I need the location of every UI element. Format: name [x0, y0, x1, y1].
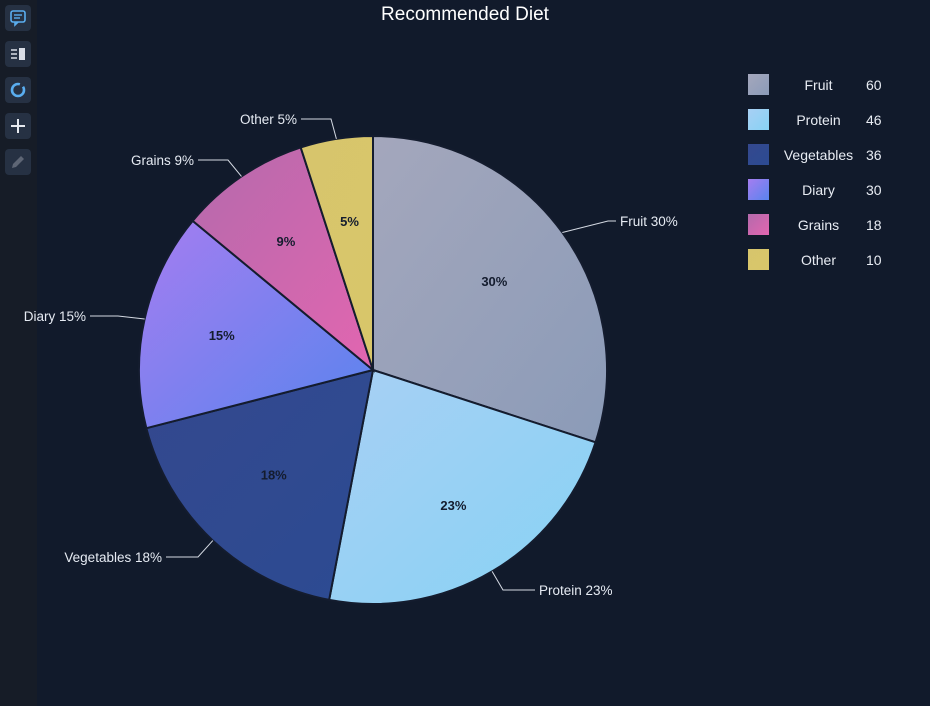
slice-percent-vegetables: 18%: [261, 468, 287, 483]
slice-percent-other: 5%: [340, 214, 359, 229]
legend-item-grains[interactable]: Grains 18: [748, 214, 908, 249]
pencil-icon: [12, 156, 24, 168]
chart-title: Recommended Diet: [381, 4, 549, 25]
pie-slice-diary[interactable]: [138, 219, 376, 430]
pie-slice-grains[interactable]: [191, 146, 376, 373]
leader-line-protein: [491, 571, 535, 591]
legend-item-diary[interactable]: Diary 30: [748, 179, 908, 214]
slice-percent-grains: 9%: [276, 234, 295, 249]
slice-label-diary: Diary 15%: [24, 309, 86, 324]
donut-tool-button[interactable]: [5, 77, 31, 103]
legend-item-other[interactable]: Other 10: [748, 249, 908, 284]
legend-label-protein: Protein: [796, 112, 841, 128]
pencil-tool-button[interactable]: [5, 149, 31, 175]
legend-swatch-diary: [748, 179, 769, 200]
leader-line-grains: [198, 159, 242, 177]
add-tool-button[interactable]: [5, 113, 31, 139]
legend-label-fruit: Fruit: [804, 77, 833, 93]
slice-percent-diary: 15%: [209, 328, 235, 343]
leader-line-fruit: [562, 220, 616, 233]
legend-swatch-vegetables: [748, 144, 769, 165]
slice-percent-protein: 23%: [440, 498, 466, 513]
list-icon: [11, 48, 25, 60]
legend-value-diary: 30: [866, 182, 882, 198]
legend-item-protein[interactable]: Protein 46: [748, 109, 908, 144]
slice-label-fruit: Fruit 30%: [620, 214, 678, 229]
slice-label-vegetables: Vegetables 18%: [64, 550, 162, 565]
leader-line-other: [301, 118, 337, 140]
plus-icon: [11, 119, 25, 133]
legend-value-protein: 46: [866, 112, 882, 128]
legend-label-diary: Diary: [802, 182, 835, 198]
slice-percent-fruit: 30%: [481, 274, 507, 289]
donut-icon: [10, 82, 26, 98]
legend-value-vegetables: 36: [866, 147, 882, 163]
slice-label-other: Other 5%: [240, 112, 297, 127]
pie-slice-other[interactable]: [299, 134, 374, 371]
legend-swatch-grains: [748, 214, 769, 235]
legend-item-vegetables[interactable]: Vegetables 36: [748, 144, 908, 179]
pie-slice-protein[interactable]: [327, 368, 597, 605]
comment-tool-button[interactable]: [5, 5, 31, 31]
leader-line-diary: [90, 315, 145, 320]
slice-label-protein: Protein 23%: [539, 583, 613, 598]
leader-line-vegetables: [166, 540, 214, 558]
pie-slice-vegetables[interactable]: [145, 368, 375, 602]
legend-item-fruit[interactable]: Fruit 60: [748, 74, 908, 109]
legend-swatch-fruit: [748, 74, 769, 95]
chart-legend: Fruit 60 Protein 46 Vegetables 36 Diary 30 Grain…: [748, 74, 908, 284]
legend-value-fruit: 60: [866, 77, 882, 93]
pie-slice-fruit[interactable]: [372, 134, 608, 444]
legend-label-vegetables: Vegetables: [783, 147, 854, 163]
list-tool-button[interactable]: [5, 41, 31, 67]
legend-swatch-protein: [748, 109, 769, 130]
chart-toolbar: [0, 0, 37, 706]
legend-label-grains: Grains: [797, 217, 840, 233]
legend-value-other: 10: [866, 252, 882, 268]
slice-label-grains: Grains 9%: [131, 153, 194, 168]
legend-swatch-other: [748, 249, 769, 270]
legend-value-grains: 18: [866, 217, 882, 233]
comment-icon: [10, 10, 26, 27]
legend-label-other: Other: [800, 252, 836, 268]
